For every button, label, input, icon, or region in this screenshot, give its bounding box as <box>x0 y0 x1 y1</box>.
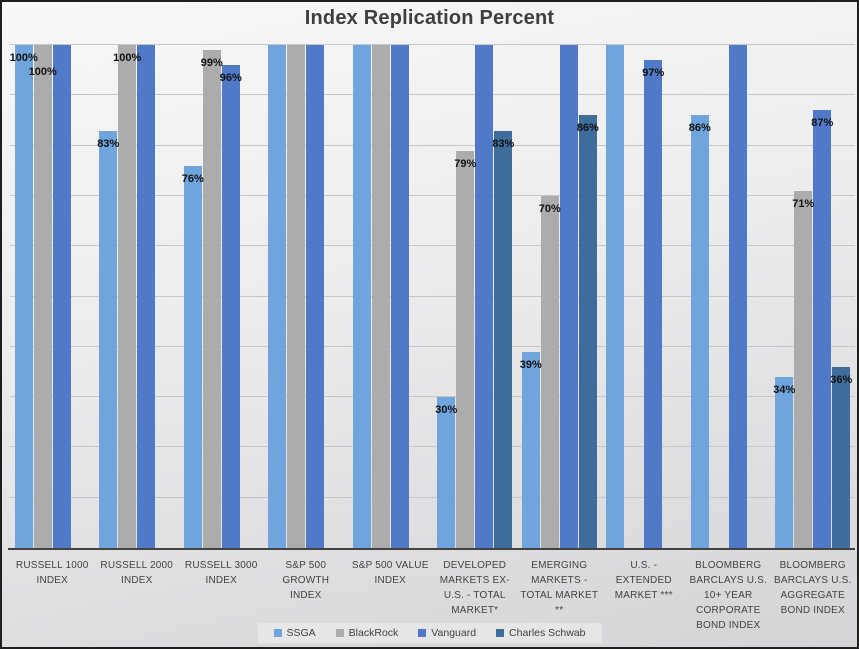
bar <box>559 45 578 548</box>
bar-value-label: 100% <box>9 52 38 64</box>
bar <box>371 45 390 548</box>
bar <box>352 45 371 548</box>
bar: 100% <box>29 45 57 548</box>
bar <box>390 45 409 548</box>
gridline-40 <box>10 345 855 347</box>
legend-item-vanguard: Vanguard <box>418 627 476 639</box>
bar-value-label: 36% <box>830 373 853 386</box>
bar: 100% <box>10 45 38 548</box>
x-axis-category-label: BLOOMBERG BARCLAYS U.S. AGGREGATE BOND I… <box>774 560 852 616</box>
bar-group: 83% 100% <box>95 45 180 548</box>
legend-label: SSGA <box>286 627 316 639</box>
gridline-20 <box>10 446 855 448</box>
bar <box>52 45 71 548</box>
bar: 71% <box>792 190 815 548</box>
x-axis-category-label: S&P 500 GROWTH INDEX <box>282 560 330 601</box>
bar: 86% <box>688 115 711 548</box>
bar-value-label: 76% <box>181 172 204 185</box>
bar <box>606 45 625 548</box>
bar-value-label: 96% <box>219 72 242 85</box>
bar-group: 34% 71% 87% 36% <box>771 45 856 548</box>
gridline-80 <box>10 144 855 146</box>
bar: 97% <box>642 60 665 548</box>
bar <box>475 45 494 548</box>
bar: 36% <box>830 366 853 548</box>
bar-value-label: 99% <box>200 57 223 70</box>
bar: 86% <box>576 115 599 548</box>
bar-value-label: 83% <box>492 137 515 150</box>
x-axis-category-label: RUSSELL 2000 INDEX <box>100 560 174 586</box>
gridline-100 <box>10 44 855 45</box>
bar-group <box>348 45 433 548</box>
bar-group: 97% <box>602 45 687 548</box>
plot-area: 100% 100% 83% 100% 76% 99% 96% 30% 79% 83% 39% 70% 8… <box>10 44 855 548</box>
bar-value-label: 70% <box>538 202 561 215</box>
bar-group: 39% 70% 86% <box>517 45 602 548</box>
legend-swatch-icon <box>273 629 282 637</box>
bar: 76% <box>181 165 204 548</box>
x-axis-line <box>8 548 855 550</box>
bar <box>287 45 306 548</box>
legend-swatch-icon <box>496 629 505 637</box>
bar: 39% <box>519 351 542 548</box>
gridline-60 <box>10 245 855 247</box>
bar: 83% <box>492 130 515 548</box>
bar-group: 76% 99% 96% <box>179 45 264 548</box>
bar: 79% <box>454 150 477 548</box>
legend: SSGA BlackRock Vanguard Charles Schwab <box>257 623 602 643</box>
gridline-30 <box>10 396 855 398</box>
legend-swatch-icon <box>335 629 344 637</box>
bar-value-label: 34% <box>773 383 796 396</box>
bar-value-label: 86% <box>688 122 711 135</box>
legend-swatch-icon <box>418 629 427 637</box>
bar-value-label: 87% <box>811 117 834 130</box>
x-axis-category-label: S&P 500 VALUE INDEX <box>351 560 429 586</box>
bar-value-label: 83% <box>97 137 120 150</box>
x-axis-category-label: U.S. - EXTENDED MARKET *** <box>614 560 673 601</box>
bar-group: 86% <box>686 45 771 548</box>
legend-item-charles-schwab: Charles Schwab <box>496 627 586 639</box>
bar: 34% <box>773 376 796 548</box>
bar: 96% <box>219 65 242 548</box>
x-axis-labels: RUSSELL 1000 INDEX RUSSELL 2000 INDEX RUSS… <box>10 558 855 633</box>
x-axis-category-label: RUSSELL 3000 INDEX <box>184 560 258 586</box>
bar <box>728 45 747 548</box>
bar-value-label: 86% <box>576 122 599 135</box>
gridline-70 <box>10 194 855 196</box>
legend-item-ssga: SSGA <box>273 627 316 639</box>
bar-value-label: 97% <box>642 67 665 80</box>
bar-value-label: 100% <box>113 52 142 64</box>
legend-item-blackrock: BlackRock <box>335 627 399 639</box>
bar-value-label: 79% <box>454 157 477 170</box>
gridline-10 <box>10 496 855 498</box>
x-axis-category-label: EMERGING MARKETS - TOTAL MARKET ** <box>520 560 599 616</box>
chart-title: Index Replication Percent <box>304 7 555 29</box>
bar: 30% <box>435 397 458 548</box>
legend-label: Charles Schwab <box>509 627 586 639</box>
legend-label: Vanguard <box>431 627 477 639</box>
bar-value-label: 39% <box>519 358 542 371</box>
bar: 70% <box>538 195 561 548</box>
bar-group <box>264 45 349 548</box>
bar-value-label: 100% <box>28 66 57 78</box>
bar <box>306 45 325 548</box>
x-axis-category-label: RUSSELL 1000 INDEX <box>15 560 89 586</box>
bar-value-label: 30% <box>435 404 458 417</box>
bar: 87% <box>811 110 834 548</box>
bar-group: 30% 79% 83% <box>433 45 518 548</box>
bar <box>268 45 287 548</box>
legend-label: BlackRock <box>348 627 399 639</box>
bar: 100% <box>113 45 141 548</box>
x-axis-category-label: BLOOMBERG BARCLAYS U.S. 10+ YEAR CORPORA… <box>689 560 767 631</box>
x-axis-category-label: DEVELOPED MARKETS EX-U.S. - TOTAL MARKET… <box>439 560 510 616</box>
gridline-50 <box>10 295 855 297</box>
gridline-90 <box>10 94 855 96</box>
bar: 83% <box>97 130 120 548</box>
bar <box>137 45 156 548</box>
bar-group: 100% 100% <box>10 45 95 548</box>
bar-value-label: 71% <box>792 197 815 210</box>
bar-groups: 100% 100% 83% 100% 76% 99% 96% 30% 79% 83% 39% 70% 8… <box>10 45 855 548</box>
bar: 99% <box>200 50 223 548</box>
